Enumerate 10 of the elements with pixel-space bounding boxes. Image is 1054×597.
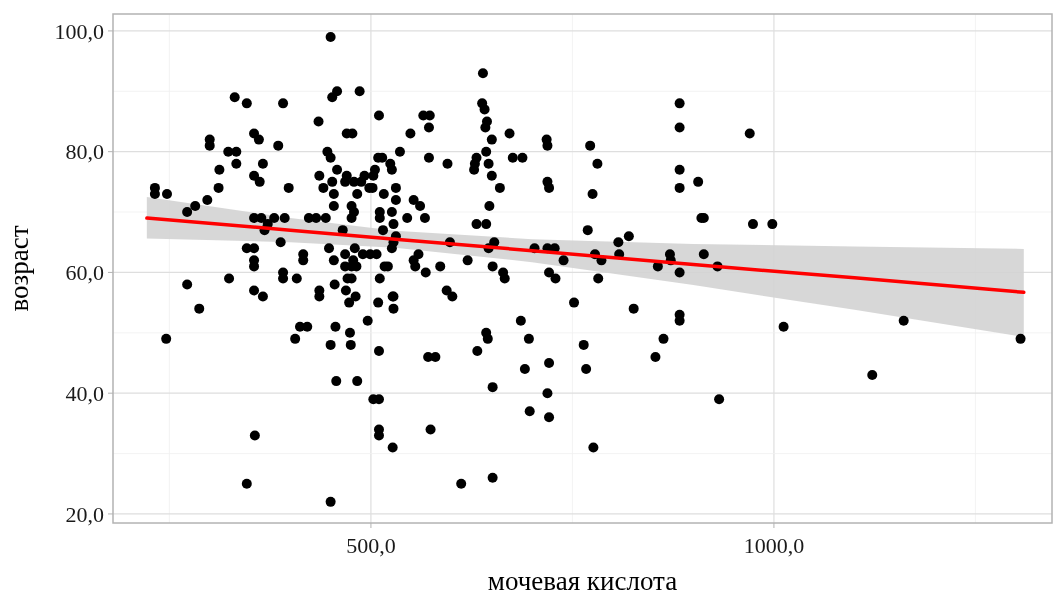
y-axis-title: возраст <box>4 225 34 312</box>
y-tick-label: 80,0 <box>65 139 104 165</box>
y-tick-label: 20,0 <box>65 501 104 527</box>
x-axis-title: мочевая кислота <box>487 566 678 596</box>
y-tick-label: 40,0 <box>65 380 104 406</box>
y-tick-label: 100,0 <box>54 18 104 44</box>
x-tick-label: 500,0 <box>346 533 396 558</box>
y-tick-label: 60,0 <box>65 260 104 286</box>
x-tick-label: 1000,0 <box>743 533 805 558</box>
line-series <box>145 216 1026 295</box>
